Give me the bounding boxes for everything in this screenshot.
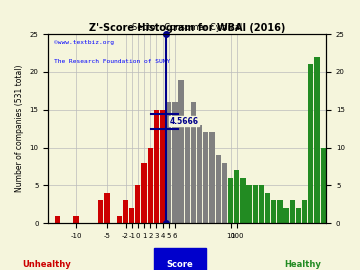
Bar [135, 185, 140, 223]
Text: Unhealthy: Unhealthy [22, 260, 71, 269]
Y-axis label: Number of companies (531 total): Number of companies (531 total) [15, 65, 24, 193]
Text: The Research Foundation of SUNY: The Research Foundation of SUNY [54, 59, 170, 64]
Text: Healthy: Healthy [284, 260, 321, 269]
Bar [247, 185, 252, 223]
Bar [271, 200, 276, 223]
Bar [228, 178, 233, 223]
Bar [104, 193, 109, 223]
Bar [141, 163, 147, 223]
Title: Z'-Score Histogram for WBAI (2016): Z'-Score Histogram for WBAI (2016) [89, 23, 285, 33]
Bar [197, 125, 202, 223]
Bar [172, 102, 177, 223]
Bar [179, 79, 184, 223]
Bar [166, 102, 171, 223]
Bar [216, 155, 221, 223]
Bar [290, 200, 295, 223]
Bar [154, 110, 159, 223]
Bar [148, 147, 153, 223]
Bar [160, 110, 165, 223]
Bar [210, 132, 215, 223]
Bar [185, 117, 190, 223]
Bar [314, 57, 320, 223]
Bar [55, 215, 60, 223]
Bar [203, 132, 208, 223]
Bar [259, 185, 264, 223]
Bar [129, 208, 134, 223]
Text: Sector: Consumer Cyclical: Sector: Consumer Cyclical [132, 23, 242, 32]
Bar [302, 200, 307, 223]
Bar [265, 193, 270, 223]
Bar [277, 200, 283, 223]
Bar [240, 178, 246, 223]
Text: 4.5666: 4.5666 [170, 117, 199, 126]
Text: Score: Score [167, 260, 193, 269]
Bar [296, 208, 301, 223]
Bar [98, 200, 103, 223]
Bar [283, 208, 289, 223]
Bar [308, 65, 314, 223]
Bar [253, 185, 258, 223]
Bar [222, 163, 227, 223]
Bar [117, 215, 122, 223]
Bar [191, 102, 196, 223]
Bar [123, 200, 128, 223]
Text: ©www.textbiz.org: ©www.textbiz.org [54, 40, 114, 45]
Bar [320, 147, 326, 223]
Bar [73, 215, 79, 223]
Bar [234, 170, 239, 223]
